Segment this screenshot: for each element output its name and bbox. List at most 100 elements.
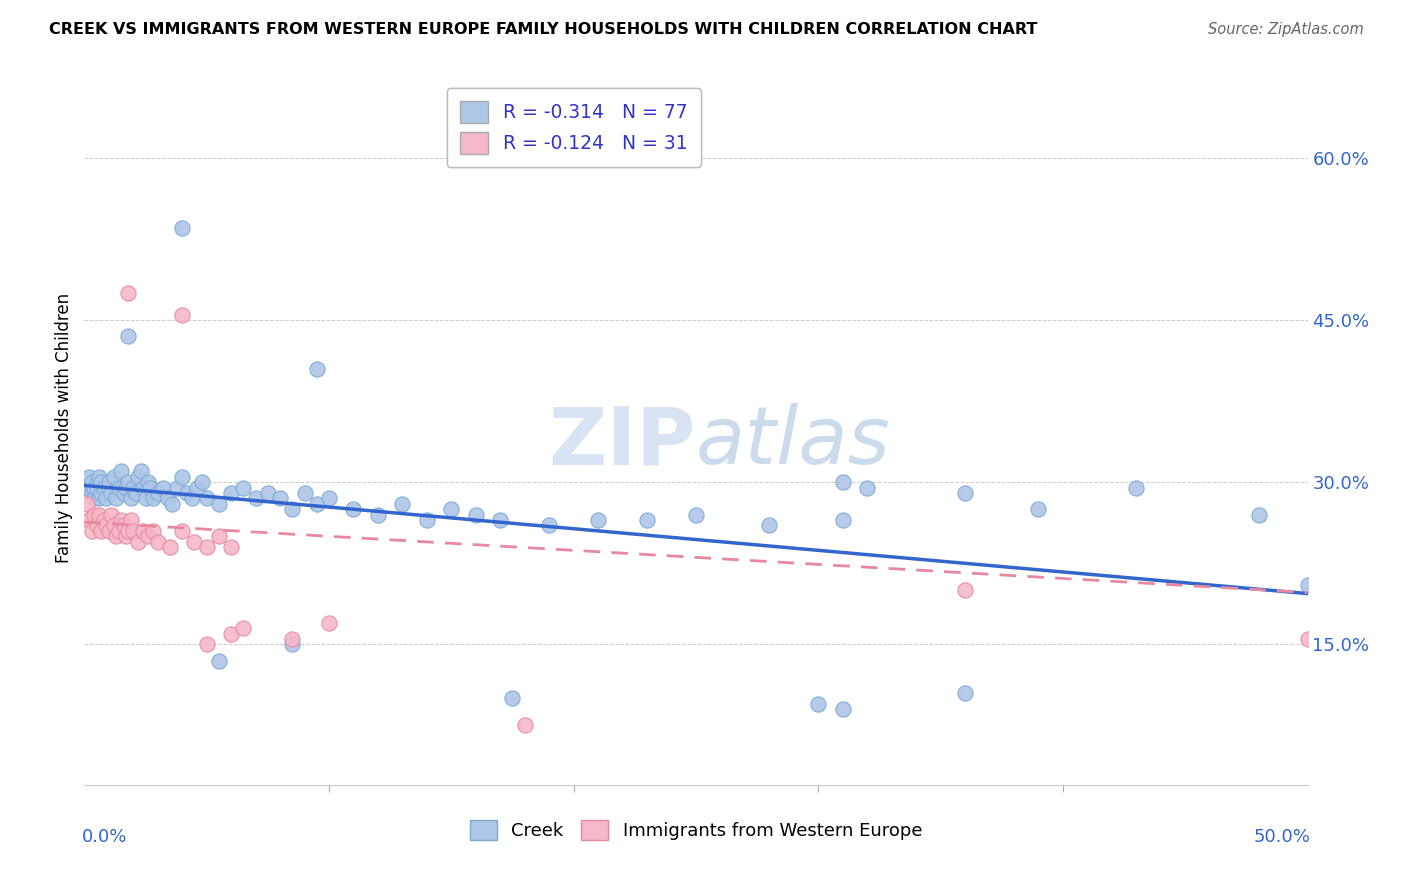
Point	[181, 491, 204, 506]
Point	[1247, 508, 1270, 522]
Point	[90, 486, 112, 500]
Point	[183, 534, 205, 549]
Point	[110, 513, 132, 527]
Point	[831, 475, 853, 490]
Point	[318, 491, 340, 506]
Point	[464, 508, 486, 522]
Point	[232, 621, 254, 635]
Point	[685, 508, 707, 522]
Point	[342, 502, 364, 516]
Point	[76, 497, 98, 511]
Point	[142, 491, 165, 506]
Point	[80, 486, 103, 500]
Point	[87, 470, 110, 484]
Point	[132, 524, 155, 538]
Point	[97, 475, 120, 490]
Point	[953, 583, 976, 598]
Point	[86, 518, 108, 533]
Point	[208, 529, 231, 543]
Point	[117, 329, 139, 343]
Point	[125, 486, 148, 500]
Point	[172, 470, 194, 484]
Point	[219, 486, 242, 500]
Point	[219, 540, 242, 554]
Point	[807, 697, 830, 711]
Point	[115, 529, 138, 543]
Point	[856, 481, 879, 495]
Point	[107, 481, 129, 495]
Point	[1125, 481, 1147, 495]
Point	[416, 513, 439, 527]
Point	[83, 508, 105, 522]
Point	[129, 464, 152, 478]
Point	[76, 481, 98, 495]
Point	[90, 475, 112, 490]
Point	[195, 540, 218, 554]
Point	[96, 518, 118, 533]
Point	[77, 513, 100, 527]
Point	[318, 615, 340, 630]
Point	[1296, 578, 1319, 592]
Point	[112, 518, 135, 533]
Point	[105, 491, 128, 506]
Point	[245, 491, 267, 506]
Point	[152, 481, 174, 495]
Point	[100, 486, 122, 500]
Point	[83, 481, 105, 495]
Point	[156, 491, 179, 506]
Text: ZIP: ZIP	[548, 403, 696, 482]
Point	[93, 481, 115, 495]
Point	[97, 524, 120, 538]
Point	[281, 637, 304, 651]
Point	[191, 475, 214, 490]
Point	[139, 481, 162, 495]
Point	[117, 285, 139, 300]
Point	[831, 702, 853, 716]
Point	[87, 508, 110, 522]
Point	[195, 637, 218, 651]
Point	[391, 497, 413, 511]
Point	[136, 475, 159, 490]
Point	[513, 718, 536, 732]
Point	[146, 486, 169, 500]
Point	[502, 691, 524, 706]
Legend: R = -0.314   N = 77, R = -0.124   N = 31: R = -0.314 N = 77, R = -0.124 N = 31	[447, 88, 700, 167]
Point	[127, 534, 149, 549]
Point	[86, 481, 108, 495]
Point	[122, 524, 145, 538]
Text: Source: ZipAtlas.com: Source: ZipAtlas.com	[1208, 22, 1364, 37]
Point	[1028, 502, 1050, 516]
Point	[367, 508, 389, 522]
Point	[142, 524, 165, 538]
Point	[112, 486, 135, 500]
Point	[100, 508, 122, 522]
Point	[195, 491, 218, 506]
Point	[305, 497, 328, 511]
Point	[135, 491, 157, 506]
Point	[208, 654, 231, 668]
Point	[305, 361, 328, 376]
Point	[110, 464, 132, 478]
Point	[219, 626, 242, 640]
Point	[172, 524, 194, 538]
Point	[831, 513, 853, 527]
Point	[120, 513, 142, 527]
Point	[136, 529, 159, 543]
Point	[122, 481, 145, 495]
Point	[166, 481, 188, 495]
Point	[80, 524, 103, 538]
Point	[172, 308, 194, 322]
Text: 50.0%: 50.0%	[1253, 828, 1310, 847]
Y-axis label: Family Households with Children: Family Households with Children	[55, 293, 73, 563]
Point	[186, 481, 208, 495]
Point	[208, 497, 231, 511]
Point	[281, 632, 304, 646]
Point	[117, 524, 139, 538]
Point	[103, 518, 125, 533]
Point	[105, 529, 128, 543]
Point	[132, 481, 155, 495]
Point	[758, 518, 780, 533]
Point	[115, 481, 138, 495]
Point	[232, 481, 254, 495]
Point	[281, 502, 304, 516]
